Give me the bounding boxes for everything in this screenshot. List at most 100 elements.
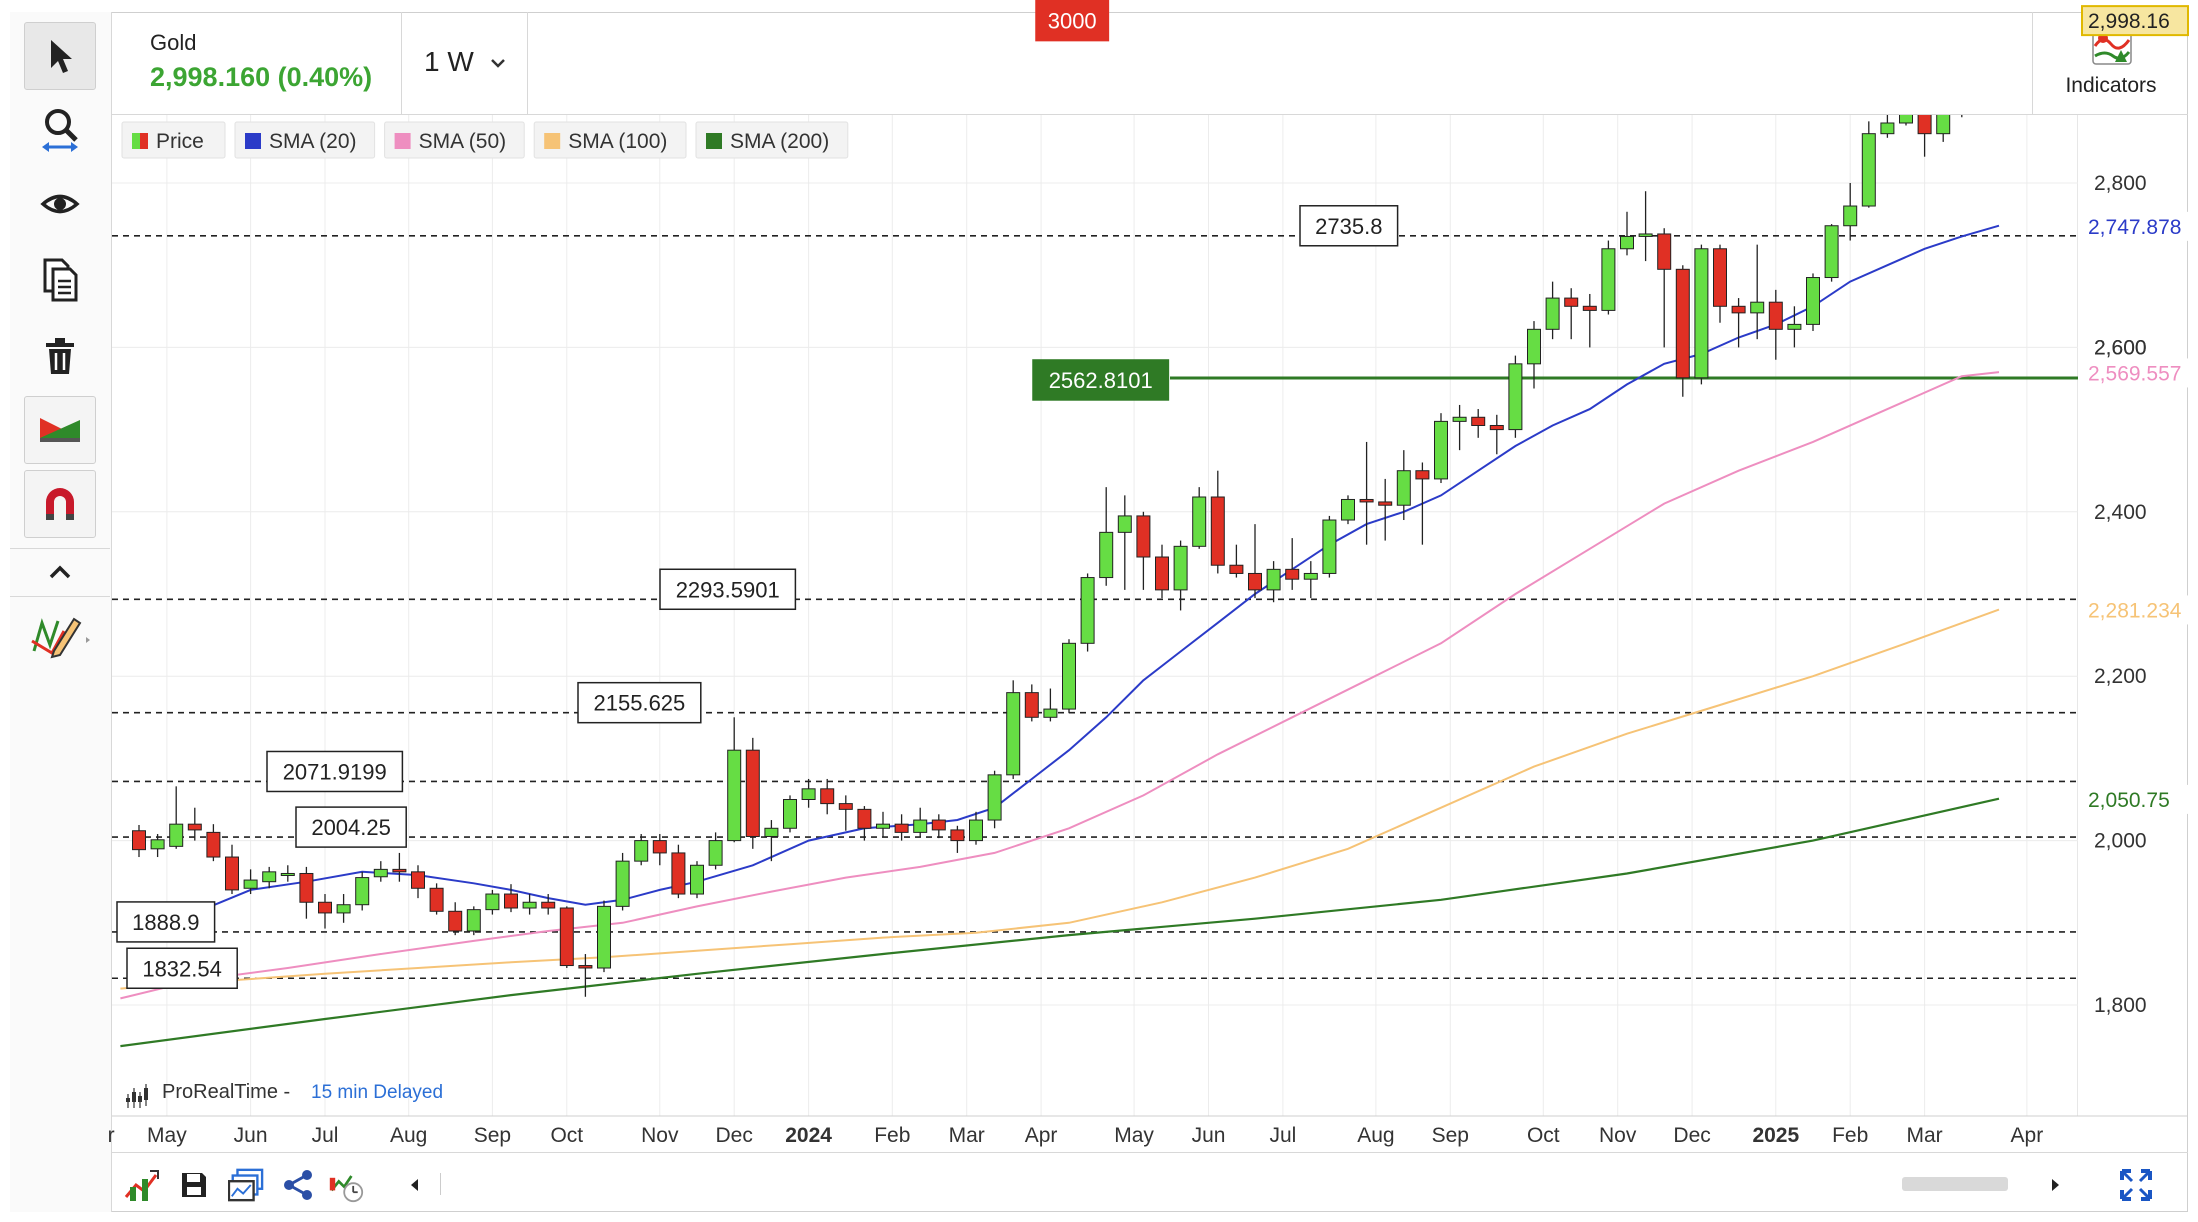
candle xyxy=(280,865,295,882)
candle xyxy=(1378,478,1393,541)
scrollbar-thumb[interactable] xyxy=(1902,1177,2008,1191)
timeframe-selector[interactable]: 1 W xyxy=(402,12,528,114)
candle xyxy=(764,820,779,862)
x-tick-label: Jun xyxy=(1192,1124,1226,1147)
candle-body xyxy=(1452,416,1467,422)
candle xyxy=(801,778,816,808)
candle-body xyxy=(1285,568,1300,580)
bottom-toolbar xyxy=(112,1152,2188,1213)
level-label-box xyxy=(659,568,797,611)
candle-body xyxy=(1415,470,1430,480)
x-tick-label: Mar xyxy=(1907,1124,1943,1147)
drawing-tools-button[interactable] xyxy=(24,602,96,670)
trend-tool-button[interactable] xyxy=(24,396,96,464)
candle-body xyxy=(1880,122,1895,135)
candle-body xyxy=(1582,305,1597,311)
x-tick-label: Aug xyxy=(390,1124,427,1147)
candle xyxy=(1322,515,1337,578)
save-button[interactable] xyxy=(176,1167,212,1203)
layouts-icon xyxy=(228,1168,264,1202)
legend-item[interactable]: SMA (200) xyxy=(695,121,849,159)
magnet-tool-button[interactable] xyxy=(24,470,96,538)
candle xyxy=(652,834,667,866)
candle-body xyxy=(1210,496,1225,566)
x-tick-label: Nov xyxy=(1599,1124,1637,1147)
pointer-icon xyxy=(51,40,72,73)
level-label-box xyxy=(1035,0,1110,42)
visibility-tool-button[interactable] xyxy=(24,170,96,238)
candle-body xyxy=(1843,205,1858,227)
symbol-box[interactable]: Gold 2,998.160 (0.40%) xyxy=(112,12,402,114)
candle-body xyxy=(783,799,797,829)
legend-item[interactable]: SMA (20) xyxy=(234,121,376,159)
delete-tool-button[interactable] xyxy=(24,322,96,390)
candle-body xyxy=(1806,277,1820,325)
legend-item[interactable]: Price xyxy=(121,121,226,159)
candle xyxy=(485,889,500,915)
candle xyxy=(820,778,835,815)
candle xyxy=(1471,409,1486,438)
level-label: 1888.9 xyxy=(116,901,216,943)
candle-body xyxy=(1768,301,1783,330)
level-label: 2155.625 xyxy=(577,681,702,724)
candle xyxy=(504,884,518,913)
candle xyxy=(1136,511,1151,590)
candle xyxy=(1359,441,1374,545)
fullscreen-button[interactable] xyxy=(2118,1167,2154,1203)
candle-body xyxy=(1936,115,1951,135)
candle xyxy=(708,832,723,870)
add-indicator-button[interactable] xyxy=(124,1167,160,1203)
share-button[interactable] xyxy=(280,1167,316,1203)
collapse-toolbar-button[interactable] xyxy=(24,552,96,592)
candle-body xyxy=(708,840,723,866)
x-tick-label: Jun xyxy=(234,1124,268,1147)
copy-icon xyxy=(43,258,78,302)
legend-item[interactable]: SMA (100) xyxy=(533,121,687,159)
y-tick-label: 2,400 xyxy=(2094,501,2147,524)
value-tag-sma200: 2,050.75 xyxy=(2082,784,2188,814)
candle-body xyxy=(504,893,518,909)
value-tag-box xyxy=(2081,5,2189,37)
alert-button[interactable] xyxy=(328,1167,364,1203)
chart-header: Gold 2,998.160 (0.40%) 1 W Indicators xyxy=(112,12,2188,115)
value-tag-sma50: 2,569.557 xyxy=(2082,358,2188,388)
x-tick-label: Oct xyxy=(550,1124,583,1147)
indicators-button[interactable]: Indicators xyxy=(2032,12,2188,114)
candle-body xyxy=(745,749,760,837)
candle-body xyxy=(1787,323,1802,330)
zoom-tool-button[interactable] xyxy=(24,96,96,164)
candle-body xyxy=(838,803,853,810)
level-label: 1832.54 xyxy=(126,947,238,990)
candle-body xyxy=(1955,20,1968,96)
legend-item[interactable]: SMA (50) xyxy=(384,121,525,159)
candle xyxy=(1117,495,1132,590)
price-chart[interactable]: 3000 2562.8101 2735.8 2293.5901 2155.625 2071… xyxy=(0,0,2198,1152)
candle-body xyxy=(894,823,909,833)
candle xyxy=(1731,298,1746,348)
drawing-toolbar xyxy=(10,12,112,1212)
legend-swatch xyxy=(706,133,722,149)
candle xyxy=(597,900,611,973)
scroll-right-button[interactable] xyxy=(2044,1167,2068,1203)
candle xyxy=(1750,244,1765,340)
candle xyxy=(578,954,593,997)
legend-label: SMA (200) xyxy=(730,130,829,153)
candle-body xyxy=(1434,420,1448,480)
x-tick-label: Nov xyxy=(641,1124,679,1147)
copy-tool-button[interactable] xyxy=(24,246,96,314)
pointer-tool-button[interactable] xyxy=(24,22,96,90)
candle xyxy=(1024,684,1039,722)
candle xyxy=(1620,211,1634,256)
candle-body xyxy=(987,774,1002,821)
candle xyxy=(392,852,407,882)
candle xyxy=(448,902,463,936)
candle xyxy=(1843,183,1858,241)
layouts-button[interactable] xyxy=(228,1167,264,1203)
scroll-left-button[interactable] xyxy=(402,1167,426,1203)
candle-body xyxy=(559,907,574,967)
alert-icon xyxy=(329,1175,364,1203)
candle xyxy=(1229,544,1244,578)
x-tick-label: 2025 xyxy=(1752,1124,1799,1147)
candle xyxy=(1508,355,1523,438)
share-icon xyxy=(284,1170,312,1200)
